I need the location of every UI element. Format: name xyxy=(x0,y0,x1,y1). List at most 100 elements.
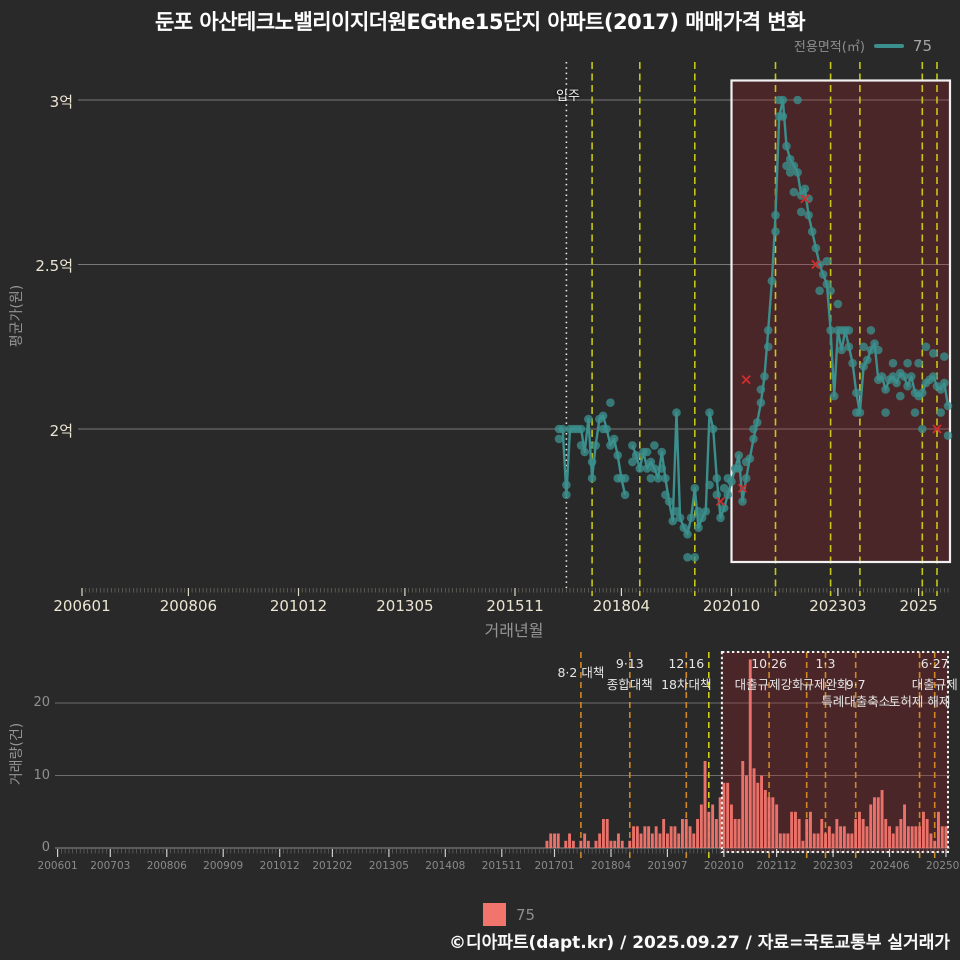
volume-bar xyxy=(786,833,790,848)
volume-bar xyxy=(669,826,673,849)
volume-bar xyxy=(643,826,647,849)
price-x-tick-label: 202303 xyxy=(809,597,866,615)
volume-bar xyxy=(564,840,568,849)
volume-bar xyxy=(861,819,865,848)
volume-bar xyxy=(895,826,899,849)
volume-bar xyxy=(662,819,666,848)
volume-x-tick-label: 201202 xyxy=(312,860,352,872)
volume-bar xyxy=(775,804,779,848)
volume-bar xyxy=(771,797,775,849)
price-scatter xyxy=(554,95,953,562)
volume-bar xyxy=(549,833,553,848)
volume-bar xyxy=(842,826,846,849)
volume-bar xyxy=(730,804,733,848)
volume-bar xyxy=(880,790,884,848)
volume-bar xyxy=(647,826,651,849)
volume-bar xyxy=(613,840,617,849)
volume-bar xyxy=(756,782,760,849)
volume-bar xyxy=(865,826,869,849)
legend-line-swatch xyxy=(873,43,904,48)
policy-label: 12·16 xyxy=(668,656,704,671)
volume-bar xyxy=(778,833,782,848)
policy-label: 6·27 xyxy=(921,656,949,671)
volume-bar xyxy=(673,826,677,849)
price-x-tick-label: 202010 xyxy=(703,597,760,615)
volume-x-tick-label: 200806 xyxy=(147,860,187,872)
volume-bar xyxy=(752,768,756,849)
volume-bar xyxy=(703,761,707,848)
price-x-tick-label: 201305 xyxy=(376,597,433,615)
policy-label: 8·2 대책 xyxy=(557,665,604,680)
volume-ytick-0: 0 xyxy=(41,840,50,855)
volume-bar xyxy=(658,833,662,848)
volume-bar xyxy=(602,819,605,848)
policy-label: 9·7 xyxy=(846,677,866,692)
volume-bar xyxy=(745,775,748,848)
volume-bar xyxy=(876,797,880,849)
volume-bar xyxy=(688,826,692,849)
legend-bottom: 75 xyxy=(483,903,535,926)
volume-bar xyxy=(944,826,948,849)
volume-bar xyxy=(809,811,812,849)
volume-bar xyxy=(609,840,613,849)
volume-x-tick-label: 200703 xyxy=(90,860,130,872)
volume-bar xyxy=(628,840,632,849)
footer-credit: ©디아파트(dapt.kr) / 2025.09.27 / 자료=국토교통부 실… xyxy=(448,933,950,953)
volume-bar xyxy=(741,761,745,848)
volume-bar xyxy=(858,811,861,849)
volume-bar xyxy=(598,833,602,848)
volume-bar xyxy=(794,811,797,849)
volume-bar xyxy=(748,659,752,848)
volume-bar xyxy=(632,826,635,849)
volume-x-tick-label: 201305 xyxy=(369,860,409,872)
volume-bar xyxy=(906,826,910,849)
volume-bar xyxy=(922,811,925,849)
volume-axis-title: 거래량(건) xyxy=(9,722,25,786)
policy-label: 1·3 xyxy=(816,656,836,671)
volume-bar xyxy=(816,833,820,848)
volume-bar xyxy=(812,833,816,848)
highlight-border xyxy=(730,79,952,564)
volume-bar xyxy=(605,819,609,848)
volume-bar xyxy=(711,804,715,848)
outlier-markers xyxy=(715,194,942,507)
volume-x-tick-label: 201804 xyxy=(591,860,631,872)
x-axis-title: 거래년월 xyxy=(484,621,544,640)
volume-bar xyxy=(579,840,583,849)
volume-bar xyxy=(820,819,824,848)
volume-bar xyxy=(733,819,737,848)
policy-label: 특례대출축소 xyxy=(821,694,890,709)
volume-bar xyxy=(737,819,741,848)
volume-x-tick-label: 201012 xyxy=(260,860,300,872)
volume-bar xyxy=(553,833,556,848)
legend-bar-swatch xyxy=(483,903,506,926)
price-x-tick-label: 201511 xyxy=(486,597,543,615)
volume-bar xyxy=(699,804,703,848)
volume-bar xyxy=(925,819,929,848)
volume-x-tick-label: 201511 xyxy=(482,860,522,872)
volume-bar xyxy=(903,804,906,848)
volume-bar xyxy=(884,819,888,848)
policy-label: 대출규제강화 xyxy=(735,677,805,692)
volume-x-tick-label: 202112 xyxy=(757,860,797,872)
volume-bar xyxy=(722,782,726,849)
volume-ytick-20: 20 xyxy=(33,695,50,710)
volume-bar xyxy=(854,819,858,848)
volume-x-tick-label: 201408 xyxy=(425,860,465,872)
volume-x-tick-label: 202010 xyxy=(704,860,744,872)
volume-bar xyxy=(684,819,688,848)
volume-bar xyxy=(617,833,620,848)
volume-bar xyxy=(763,790,767,848)
volume-bar xyxy=(586,840,590,849)
volume-bar xyxy=(937,811,940,849)
highlight-region xyxy=(721,652,948,852)
volume-bar xyxy=(635,826,639,849)
policy-label: 토허제 해제 xyxy=(889,694,950,709)
volume-bar xyxy=(869,804,873,848)
volume-bar xyxy=(790,811,794,849)
ytick-3eok: 3억 xyxy=(49,93,73,111)
volume-bar xyxy=(650,833,654,848)
volume-bar xyxy=(545,840,549,849)
legend-top-label: 전용면적(㎡) xyxy=(793,40,865,55)
ytick-2-5eok: 2.5억 xyxy=(35,257,73,275)
